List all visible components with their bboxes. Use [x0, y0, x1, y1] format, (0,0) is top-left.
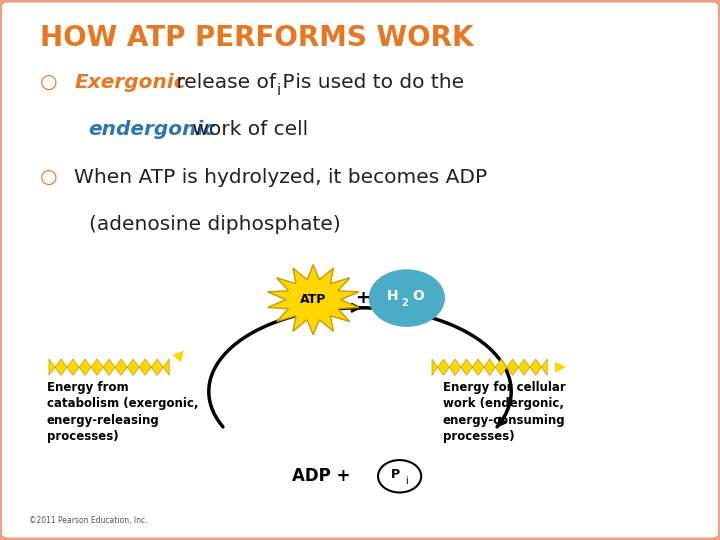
- Text: release of P: release of P: [170, 73, 294, 92]
- Text: +: +: [355, 289, 369, 307]
- Polygon shape: [432, 359, 547, 375]
- Polygon shape: [268, 265, 359, 335]
- Circle shape: [369, 270, 444, 326]
- Text: When ATP is hydrolyzed, it becomes ADP: When ATP is hydrolyzed, it becomes ADP: [74, 168, 487, 187]
- Polygon shape: [49, 359, 169, 375]
- Text: (adenosine diphosphate): (adenosine diphosphate): [89, 215, 341, 234]
- Text: i: i: [276, 83, 281, 98]
- Text: ○: ○: [40, 168, 57, 187]
- Text: ADP +: ADP +: [292, 467, 356, 485]
- Text: Exergonic: Exergonic: [74, 73, 186, 92]
- Text: HOW ATP PERFORMS WORK: HOW ATP PERFORMS WORK: [40, 24, 473, 52]
- Text: 2: 2: [401, 299, 408, 308]
- Text: ©2011 Pearson Education, Inc.: ©2011 Pearson Education, Inc.: [29, 516, 148, 525]
- Text: Energy for cellular
work (endergonic,
energy-consuming
processes): Energy for cellular work (endergonic, en…: [443, 381, 565, 443]
- Text: i: i: [405, 476, 408, 485]
- Text: work of cell: work of cell: [186, 120, 308, 139]
- Text: Energy from
catabolism (exergonic,
energy-releasing
processes): Energy from catabolism (exergonic, energ…: [47, 381, 198, 443]
- Text: O: O: [413, 289, 424, 303]
- Text: ATP: ATP: [300, 293, 326, 306]
- Text: endergonic: endergonic: [89, 120, 216, 139]
- Text: ○: ○: [40, 73, 57, 92]
- Text: is used to do the: is used to do the: [289, 73, 464, 92]
- Text: H: H: [387, 289, 398, 303]
- Text: P: P: [391, 468, 400, 481]
- Circle shape: [378, 460, 421, 492]
